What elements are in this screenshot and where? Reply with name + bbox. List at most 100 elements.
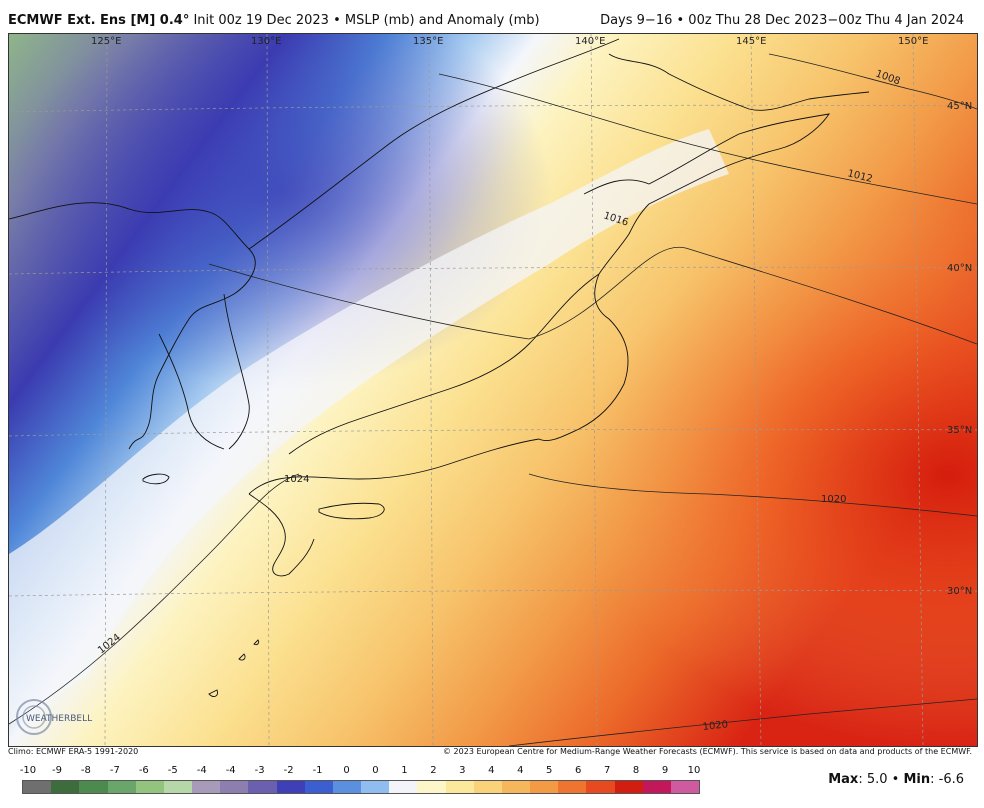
- lon-label: 150°E: [898, 36, 928, 47]
- near-zero-band: [9, 129, 729, 724]
- max-value: : 5.0: [858, 772, 888, 787]
- isobar-1020-south: [508, 698, 977, 746]
- colorbar-label: 3: [459, 765, 466, 776]
- lat-label: 40°N: [947, 263, 972, 274]
- russia-coast: [248, 38, 620, 250]
- colorbar-label: 10: [687, 765, 701, 776]
- meridian-145e: [750, 34, 762, 746]
- colorbar-label: 7: [603, 765, 611, 776]
- colorbar-label: 4: [517, 765, 524, 776]
- lat-label: 45°N: [947, 101, 972, 112]
- mainland-coast: [9, 202, 256, 450]
- graticule: [9, 34, 977, 746]
- colorbar-segment: [530, 781, 559, 793]
- lon-label: 125°E: [91, 36, 121, 47]
- parallel-45n: [9, 104, 977, 113]
- meridian-140e: [590, 34, 598, 746]
- field-name: MSLP (mb) and Anomaly (mb): [344, 13, 540, 28]
- kyushu-coast: [248, 493, 315, 577]
- lon-label: 135°E: [413, 36, 443, 47]
- logo-text: WEATHERBELL: [26, 714, 92, 724]
- honshu-north-coast: [538, 233, 630, 441]
- colorbar-label: -1: [312, 765, 323, 776]
- isobars: [9, 53, 977, 746]
- colorbar-label: -4: [225, 765, 236, 776]
- isobar-1008: [768, 53, 977, 110]
- colorbar-segment: [332, 781, 362, 793]
- colorbar-label: 0: [372, 765, 379, 776]
- isobar-label: 1024: [284, 474, 309, 485]
- colorbar-segment: [417, 781, 446, 793]
- climo-note: Climo: ECMWF ERA-5 1991-2020: [8, 747, 139, 756]
- colorbar-segment: [51, 781, 80, 793]
- coastlines: [9, 38, 870, 697]
- lat-label: 35°N: [947, 425, 972, 436]
- init-time: Init 00z 19 Dec 2023: [193, 13, 329, 28]
- colorbar-label: 1: [401, 765, 408, 776]
- meridian-130e: [266, 34, 270, 746]
- max-label: Max: [828, 772, 859, 787]
- colorbar-label: -7: [109, 765, 120, 776]
- colorbar-segment: [23, 781, 52, 793]
- colorbar-label: 9: [661, 765, 669, 776]
- korea-west-coast: [158, 333, 225, 450]
- weatherbell-logo: WEATHERBELL: [14, 694, 108, 740]
- colorbar-segment: [586, 781, 615, 793]
- colorbar-segment: [192, 781, 221, 793]
- sakhalin-coast: [608, 53, 870, 111]
- colorbar-segment: [614, 781, 643, 793]
- logo-graphic: WEATHERBELL: [16, 699, 92, 735]
- longitude-labels: 125°E 130°E 135°E 140°E 145°E 150°E: [91, 36, 928, 47]
- map-canvas: 125°E 130°E 135°E 140°E 145°E 150°E 45°N…: [9, 34, 977, 746]
- colorbar-segment: [220, 781, 249, 793]
- colorbar: [22, 780, 700, 794]
- stats-separator: •: [891, 772, 900, 787]
- colorbar-segment: [163, 781, 193, 793]
- colorbar-label: -8: [80, 765, 91, 776]
- colorbar-segment: [670, 781, 700, 793]
- title-separator: •: [333, 13, 341, 28]
- honshu-south-coast: [248, 438, 540, 495]
- colorbar-label: 0: [343, 765, 350, 776]
- colorbar-segment: [107, 781, 136, 793]
- colorbar-segment: [473, 781, 502, 793]
- colorbar-label: -2: [283, 765, 294, 776]
- honshu-west-coast: [288, 273, 600, 455]
- colorbar-segment: [445, 781, 474, 793]
- colorbar-label: 6: [574, 765, 582, 776]
- colorbar-segment: [135, 781, 164, 793]
- lat-label: 30°N: [947, 586, 972, 597]
- colorbar-label: -9: [51, 765, 62, 776]
- colorbar-segment: [248, 781, 277, 793]
- parallel-30n: [9, 589, 977, 597]
- map-title: ECMWF Ext. Ens [M] 0.4° Init 00z 19 Dec …: [8, 13, 540, 28]
- isobar-1020-east: [528, 473, 977, 517]
- colorbar-label: 2: [430, 765, 437, 776]
- meridian-135e: [428, 34, 434, 746]
- colorbar-label: 5: [546, 765, 553, 776]
- valid-period: Days 9−16 • 00z Thu 28 Dec 2023−00z Thu …: [600, 13, 964, 28]
- ryukyu-islands: [208, 639, 260, 697]
- colorbar-label: -6: [138, 765, 149, 776]
- colorbar-segment: [276, 781, 305, 793]
- colorbar-label: -3: [254, 765, 265, 776]
- map-panel[interactable]: 125°E 130°E 135°E 140°E 145°E 150°E 45°N…: [8, 33, 978, 747]
- meridian-150e: [912, 34, 924, 746]
- meridian-125e: [104, 34, 108, 746]
- colorbar-segment: [558, 781, 587, 793]
- lon-label: 140°E: [575, 36, 605, 47]
- colorbar-segment: [501, 781, 531, 793]
- isobar-label: 1020: [702, 719, 728, 733]
- colorbar-label: 4: [488, 765, 495, 776]
- jeju-island: [142, 473, 170, 485]
- parallel-40n: [9, 266, 977, 275]
- colorbar-segment: [389, 781, 418, 793]
- copyright-note: © 2023 European Centre for Medium-Range …: [443, 747, 972, 756]
- min-label: Min: [903, 772, 931, 787]
- colorbar-segment: [361, 781, 390, 793]
- isobar-1024: [9, 473, 300, 725]
- model-name: ECMWF Ext. Ens [M] 0.4°: [8, 13, 190, 28]
- colorbar-segment: [642, 781, 671, 793]
- korea-east-coast: [223, 293, 250, 450]
- colorbar-segment: [79, 781, 108, 793]
